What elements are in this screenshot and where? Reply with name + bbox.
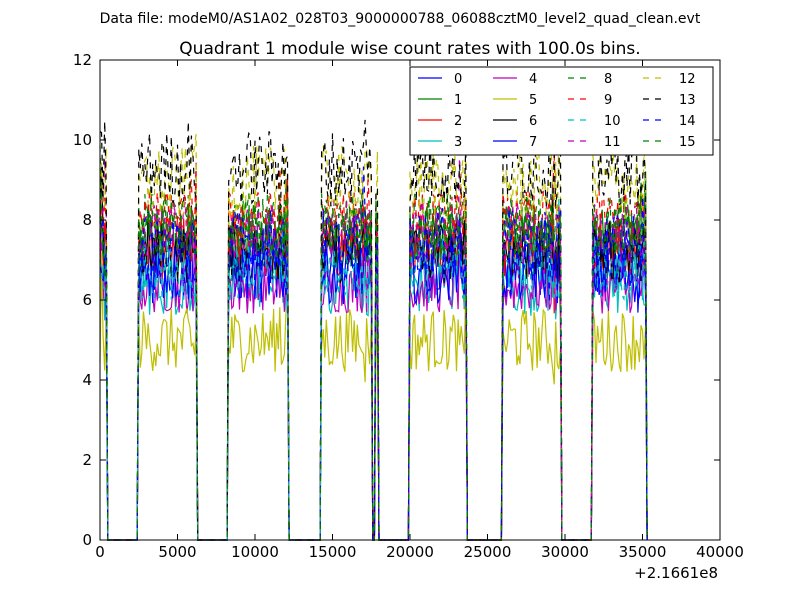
x-offset-label: +2.1661e8 [634, 564, 718, 582]
x-tick-label: 0 [95, 543, 105, 561]
legend-label-12: 12 [679, 72, 696, 87]
series-group [99, 115, 648, 541]
series-line-14 [99, 166, 648, 541]
legend-label-4: 4 [529, 72, 537, 87]
y-tick-label: 0 [82, 531, 92, 549]
legend-label-3: 3 [454, 135, 462, 150]
x-tick-label: 20000 [386, 543, 434, 561]
x-tick-label: 40000 [696, 543, 744, 561]
series-line-12 [99, 119, 648, 541]
chart-title: Quadrant 1 module wise count rates with … [179, 39, 640, 59]
legend-label-15: 15 [679, 135, 696, 150]
x-tick-label: 35000 [619, 543, 667, 561]
legend-box [409, 66, 714, 156]
y-tick-label: 2 [82, 451, 92, 469]
series-line-6 [99, 167, 648, 541]
legend-label-1: 1 [454, 93, 462, 108]
y-tick-label: 10 [73, 131, 92, 149]
x-tick-label: 5000 [158, 543, 196, 561]
legend-label-10: 10 [604, 114, 621, 129]
series-line-9 [99, 154, 648, 541]
series-line-13 [99, 115, 648, 541]
x-tick-label: 30000 [541, 543, 589, 561]
legend-label-0: 0 [454, 72, 462, 87]
legend-label-9: 9 [604, 93, 612, 108]
legend-label-13: 13 [679, 93, 696, 108]
series-line-5 [99, 254, 648, 541]
x-tick-label: 15000 [309, 543, 357, 561]
legend-label-6: 6 [529, 114, 537, 129]
legend-label-2: 2 [454, 114, 462, 129]
legend-label-5: 5 [529, 93, 537, 108]
figure-suptitle: Data file: modeM0/AS1A02_028T03_90000007… [100, 11, 701, 27]
legend-label-14: 14 [679, 114, 696, 129]
y-tick-label: 12 [73, 51, 92, 69]
y-tick-label: 6 [82, 291, 92, 309]
legend-label-11: 11 [604, 135, 621, 150]
legend-label-8: 8 [604, 72, 612, 87]
ticks-group: 0 5000 10000 15000 20000 25000 30000 35000 40000… [73, 51, 744, 561]
y-tick-label: 8 [82, 211, 92, 229]
x-tick-label: 25000 [464, 543, 512, 561]
legend-label-7: 7 [529, 135, 537, 150]
series-line-15 [99, 168, 648, 541]
plot-area: 0 5000 10000 15000 20000 25000 30000 35000 40000… [73, 51, 744, 561]
x-tick-label: 10000 [231, 543, 279, 561]
y-tick-label: 4 [82, 371, 92, 389]
